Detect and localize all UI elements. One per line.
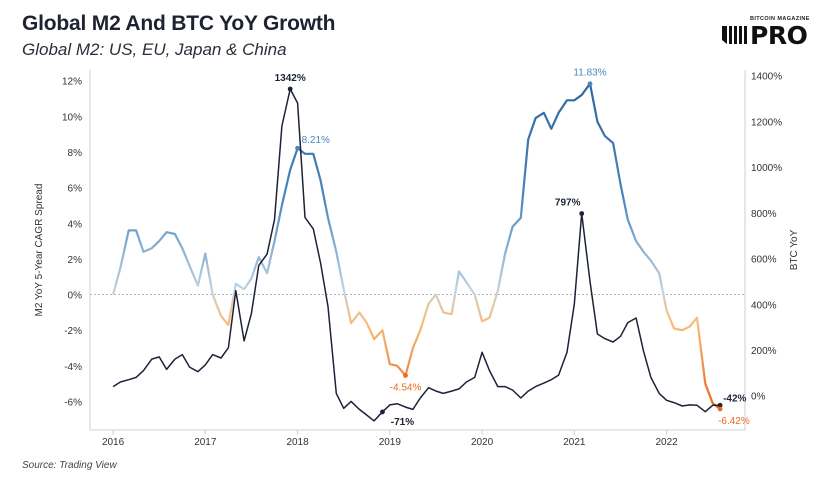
m2-annotation-label: 8.21% <box>302 135 330 146</box>
logo-bars-icon <box>722 26 747 44</box>
m2-annotation-label: -6.42% <box>718 416 750 427</box>
y-right-tick-label: 800% <box>751 209 777 220</box>
m2-annotation-point <box>587 81 593 87</box>
x-tick-label: 2019 <box>379 437 402 448</box>
series-layer <box>112 82 721 422</box>
btc-annotation-label: 797% <box>555 198 581 209</box>
bitcoin-magazine-pro-logo: BITCOIN MAGAZINE PRO <box>722 16 814 56</box>
y-right-tick-label: 1200% <box>751 117 782 128</box>
x-tick-label: 2016 <box>102 437 125 448</box>
chart-subtitle: Global M2: US, EU, Japan & China <box>22 40 287 59</box>
y-right-tick-label: 1000% <box>751 163 782 174</box>
y-left-tick-label: 8% <box>68 148 83 159</box>
m2-series-line-negative <box>112 294 721 410</box>
y-right-tick-label: 0% <box>751 392 766 403</box>
btc-annotation-label: -42% <box>723 393 746 404</box>
logo-pro-text: PRO <box>750 21 808 50</box>
chart-title: Global M2 And BTC YoY Growth <box>22 12 336 35</box>
y-left-tick-label: -4% <box>64 362 82 373</box>
y-left-tick-label: -2% <box>64 326 82 337</box>
x-tick-label: 2018 <box>286 437 309 448</box>
y-left-tick-label: 0% <box>68 291 83 302</box>
source-note: Source: Trading View <box>22 460 117 471</box>
y-left-tick-label: 6% <box>68 184 83 195</box>
annotation-layer: 1342% -71% 797% -42% 8.21% -4.54% 11.83% -6.42% <box>275 68 750 428</box>
btc-annotation-point <box>287 86 293 92</box>
m2-series-line-positive <box>112 82 665 295</box>
btc-annotation-point <box>717 402 723 408</box>
btc-series-line <box>112 88 721 422</box>
logo-small-text: BITCOIN MAGAZINE <box>750 16 810 22</box>
btc-annotation-point <box>579 211 585 216</box>
x-tick-label: 2022 <box>655 437 678 448</box>
y-right-axis-title: BTC YoY <box>789 229 800 270</box>
btc-annotation-label: 1342% <box>275 73 306 84</box>
y-left-axis-title: M2 YoY 5-Year CAGR Spread <box>34 184 45 317</box>
y-left-tick-label: 12% <box>62 77 82 88</box>
m2-annotation-point <box>403 373 408 378</box>
y-left-tick-label: 2% <box>68 255 83 266</box>
btc-annotation-point <box>380 409 385 415</box>
y-left-tick-label: 4% <box>68 219 83 230</box>
x-tick-label: 2020 <box>471 437 494 448</box>
m2-annotation-point <box>295 145 300 151</box>
btc-annotation-label: -71% <box>391 417 414 428</box>
m2-annotation-label: -4.54% <box>390 382 422 393</box>
y-right-tick-label: 600% <box>751 255 777 266</box>
m2-annotation-point <box>717 406 723 412</box>
y-left-tick-label: -6% <box>64 397 82 408</box>
x-tick-label: 2021 <box>563 437 586 448</box>
x-tick-label: 2017 <box>194 437 217 448</box>
y-left-tick-label: 10% <box>62 112 82 123</box>
m2-annotation-label: 11.83% <box>573 68 606 79</box>
y-right-tick-label: 1400% <box>751 72 782 83</box>
y-right-tick-label: 400% <box>751 300 777 311</box>
y-right-tick-label: 200% <box>751 346 777 357</box>
axes-layer: -6% -4% -2% 0% 2% 4% 6% 8% 10% 12% 0% 200% 400% 600% 8… <box>34 70 800 448</box>
